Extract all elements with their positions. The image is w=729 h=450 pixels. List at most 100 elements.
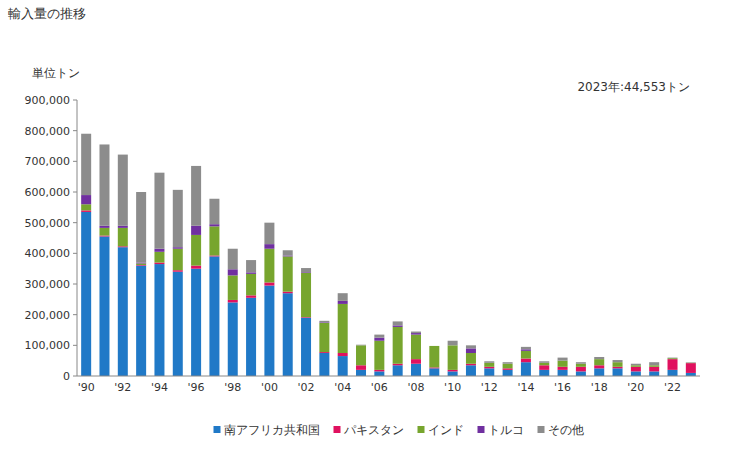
- bar-segment: [283, 250, 293, 255]
- y-tick-label: 0: [63, 370, 70, 383]
- bar-segment: [686, 362, 696, 363]
- x-axis: [77, 376, 700, 377]
- bar-segment: [209, 199, 219, 224]
- bar-segment: [503, 368, 513, 370]
- legend-label: インド: [428, 423, 464, 437]
- bar-segment: [429, 345, 439, 346]
- bar-segment: [558, 370, 568, 376]
- bar-segment: [649, 362, 659, 365]
- y-tick-label: 900,000: [25, 94, 71, 107]
- bar-segment: [191, 269, 201, 376]
- bar-segment: [503, 364, 513, 369]
- bar-segment: [576, 364, 586, 367]
- bar-segment: [539, 365, 549, 370]
- y-tick: [73, 376, 77, 377]
- bar-segment: [338, 356, 348, 376]
- bar-segment: [81, 210, 91, 212]
- bar-segment: [228, 302, 238, 376]
- bar-segment: [613, 360, 623, 362]
- bar-segment: [136, 192, 146, 263]
- bar-segment: [613, 368, 623, 376]
- bar-segment: [649, 365, 659, 367]
- bar-segment: [154, 264, 164, 376]
- bar-segment: [246, 295, 256, 297]
- bar-segment: [503, 362, 513, 364]
- y-tick: [73, 284, 77, 285]
- y-tick: [73, 253, 77, 254]
- bar-segment: [356, 370, 366, 376]
- bar-segment: [521, 362, 531, 376]
- bar-segment: [668, 359, 678, 370]
- bar-segment: [99, 228, 109, 236]
- bar-segment: [393, 365, 403, 376]
- bar-segment: [228, 249, 238, 270]
- bar-segment: [393, 321, 403, 325]
- bar-segment: [539, 361, 549, 363]
- bar-segment: [136, 266, 146, 376]
- bar-segment: [319, 321, 329, 323]
- x-tick-label: '00: [261, 381, 278, 394]
- bar-segment: [521, 359, 531, 363]
- x-tick-label: '98: [224, 381, 241, 394]
- bar-segment: [393, 327, 403, 364]
- y-tick-label: 500,000: [25, 217, 71, 230]
- x-tick-label: '96: [188, 381, 205, 394]
- bar-segment: [264, 282, 274, 285]
- bar-segment: [374, 338, 384, 341]
- bar-segment: [411, 332, 421, 334]
- y-tick: [73, 314, 77, 315]
- bar-segment: [613, 367, 623, 369]
- bar-segment: [99, 236, 109, 376]
- bar-segment: [521, 349, 531, 351]
- y-label: 単位トン: [32, 66, 80, 80]
- bar-segment: [301, 318, 311, 376]
- legend-label: パキスタン: [343, 423, 404, 437]
- bar-segment: [99, 144, 109, 225]
- bar-segment: [246, 272, 256, 274]
- x-tick-label: '92: [114, 381, 131, 394]
- bar-segment: [173, 272, 183, 376]
- bar-segment: [99, 226, 109, 228]
- bar-segment: [319, 353, 329, 376]
- bar-segment: [356, 365, 366, 370]
- bar-segment: [466, 345, 476, 348]
- bar-segment: [136, 263, 146, 265]
- bar-segment: [466, 353, 476, 364]
- legend-label: 南アフリカ共和国: [224, 423, 320, 437]
- legend-label: トルコ: [488, 423, 524, 437]
- bar-segment: [668, 357, 678, 359]
- bar-segment: [393, 364, 403, 366]
- bar-segment: [374, 341, 384, 370]
- y-tick-label: 200,000: [25, 309, 71, 322]
- bar-segment: [613, 362, 623, 367]
- y-tick: [73, 345, 77, 346]
- y-tick: [73, 161, 77, 162]
- bar-segment: [411, 333, 421, 335]
- bar-segment: [521, 351, 531, 359]
- annotation: 2023年:44,553トン: [577, 80, 690, 94]
- bar-segment: [668, 358, 678, 360]
- bar-segment: [484, 367, 494, 369]
- bar-segment: [686, 362, 696, 363]
- bar-segment: [466, 348, 476, 353]
- bar-segment: [429, 345, 439, 346]
- x-tick-label: '06: [371, 381, 388, 394]
- y-tick: [73, 130, 77, 131]
- bar-segment: [338, 304, 348, 353]
- bar-segment: [191, 266, 201, 269]
- legend-swatch: [214, 426, 221, 433]
- bar-segment: [631, 367, 641, 372]
- bar-segment: [81, 195, 91, 204]
- bar-segment: [81, 204, 91, 210]
- bar-segment: [484, 368, 494, 376]
- bar-segment: [246, 298, 256, 376]
- x-tick-label: '02: [298, 381, 315, 394]
- bar-segment: [228, 275, 238, 300]
- bar-segment: [429, 368, 439, 376]
- bar-segment: [301, 268, 311, 272]
- bar-segment: [338, 301, 348, 304]
- x-tick-label: '16: [554, 381, 571, 394]
- bar-segment: [173, 247, 183, 249]
- bar-segment: [448, 371, 458, 376]
- bar-segment: [594, 357, 604, 359]
